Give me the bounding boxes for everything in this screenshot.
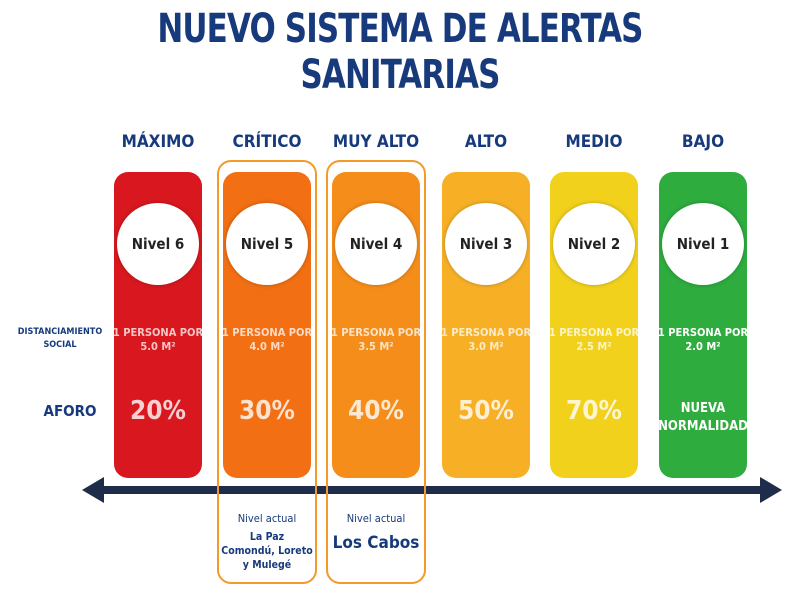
row-label-line: SOCIAL — [43, 340, 77, 350]
capacity: 50% — [436, 396, 536, 426]
distancing: 1 PERSONA POR 2.5 M² — [544, 326, 644, 354]
place: y Mulegé — [242, 559, 292, 571]
row-label: DISTANCIAMIENTO SOCIAL — [10, 326, 110, 352]
capacity: 70% — [544, 396, 644, 426]
capacity-line: 30% — [239, 396, 295, 426]
current-places: Los Cabos — [326, 532, 426, 554]
distancing-line: 1 PERSONA POR — [330, 326, 422, 339]
distancing-line: 4.0 M² — [249, 340, 285, 353]
capacity-line: 70% — [566, 396, 622, 426]
distancing-line: 1 PERSONA POR — [548, 326, 640, 339]
distancing: 1 PERSONA POR 3.0 M² — [436, 326, 536, 354]
place: La Paz — [249, 531, 285, 543]
title: NUEVO SISTEMA DE ALERTAS SANITARIAS — [157, 6, 643, 98]
capacity-line: 50% — [458, 396, 514, 426]
level-name: ALTO — [464, 132, 508, 152]
row-label: AFORO — [43, 402, 97, 420]
place: Comondú, Loreto — [221, 545, 313, 557]
level-badge: Nivel 6 — [117, 203, 199, 285]
distancing-line: 1 PERSONA POR — [112, 326, 204, 339]
distancing-line: 5.0 M² — [140, 340, 176, 353]
capacity: NUEVA NORMALIDAD — [653, 400, 753, 436]
level-badge: Nivel 2 — [553, 203, 635, 285]
current-outline — [217, 160, 317, 584]
current-places: La Paz Comondú, Loreto y Mulegé — [217, 530, 317, 572]
place: Los Cabos — [332, 533, 420, 553]
capacity: 30% — [217, 396, 317, 426]
distancing-line: 1 PERSONA POR — [440, 326, 532, 339]
level-name: MÁXIMO — [121, 132, 195, 152]
distancing: 1 PERSONA POR 5.0 M² — [108, 326, 208, 354]
level-badge: Nivel 4 — [335, 203, 417, 285]
capacity-line: NORMALIDAD — [658, 419, 748, 434]
distancing-line: 2.0 M² — [685, 340, 721, 353]
level-badge: Nivel 1 — [662, 203, 744, 285]
capacity: 20% — [108, 396, 208, 426]
level-name: BAJO — [681, 132, 725, 152]
distancing-line: 3.0 M² — [468, 340, 504, 353]
current-label: Nivel actual — [346, 512, 406, 525]
level-name: MEDIO — [565, 132, 623, 152]
level-badge: Nivel 5 — [226, 203, 308, 285]
capacity-line: 20% — [130, 396, 186, 426]
row-label-line: DISTANCIAMIENTO — [17, 327, 103, 337]
distancing: 1 PERSONA POR 4.0 M² — [217, 326, 317, 354]
distancing-line: 3.5 M² — [358, 340, 394, 353]
current-outline — [326, 160, 426, 584]
distancing-line: 2.5 M² — [576, 340, 612, 353]
capacity-line: 40% — [348, 396, 404, 426]
arrow — [82, 477, 782, 503]
level-name: CRÍTICO — [232, 132, 302, 152]
distancing: 1 PERSONA POR 3.5 M² — [326, 326, 426, 354]
distancing: 1 PERSONA POR 2.0 M² — [653, 326, 753, 354]
level-badge: Nivel 3 — [445, 203, 527, 285]
distancing-line: 1 PERSONA POR — [221, 326, 313, 339]
distancing-line: 1 PERSONA POR — [657, 326, 749, 339]
capacity: 40% — [326, 396, 426, 426]
level-name: MUY ALTO — [332, 132, 420, 152]
current-label: Nivel actual — [237, 512, 297, 525]
capacity-line: NUEVA — [680, 401, 726, 416]
